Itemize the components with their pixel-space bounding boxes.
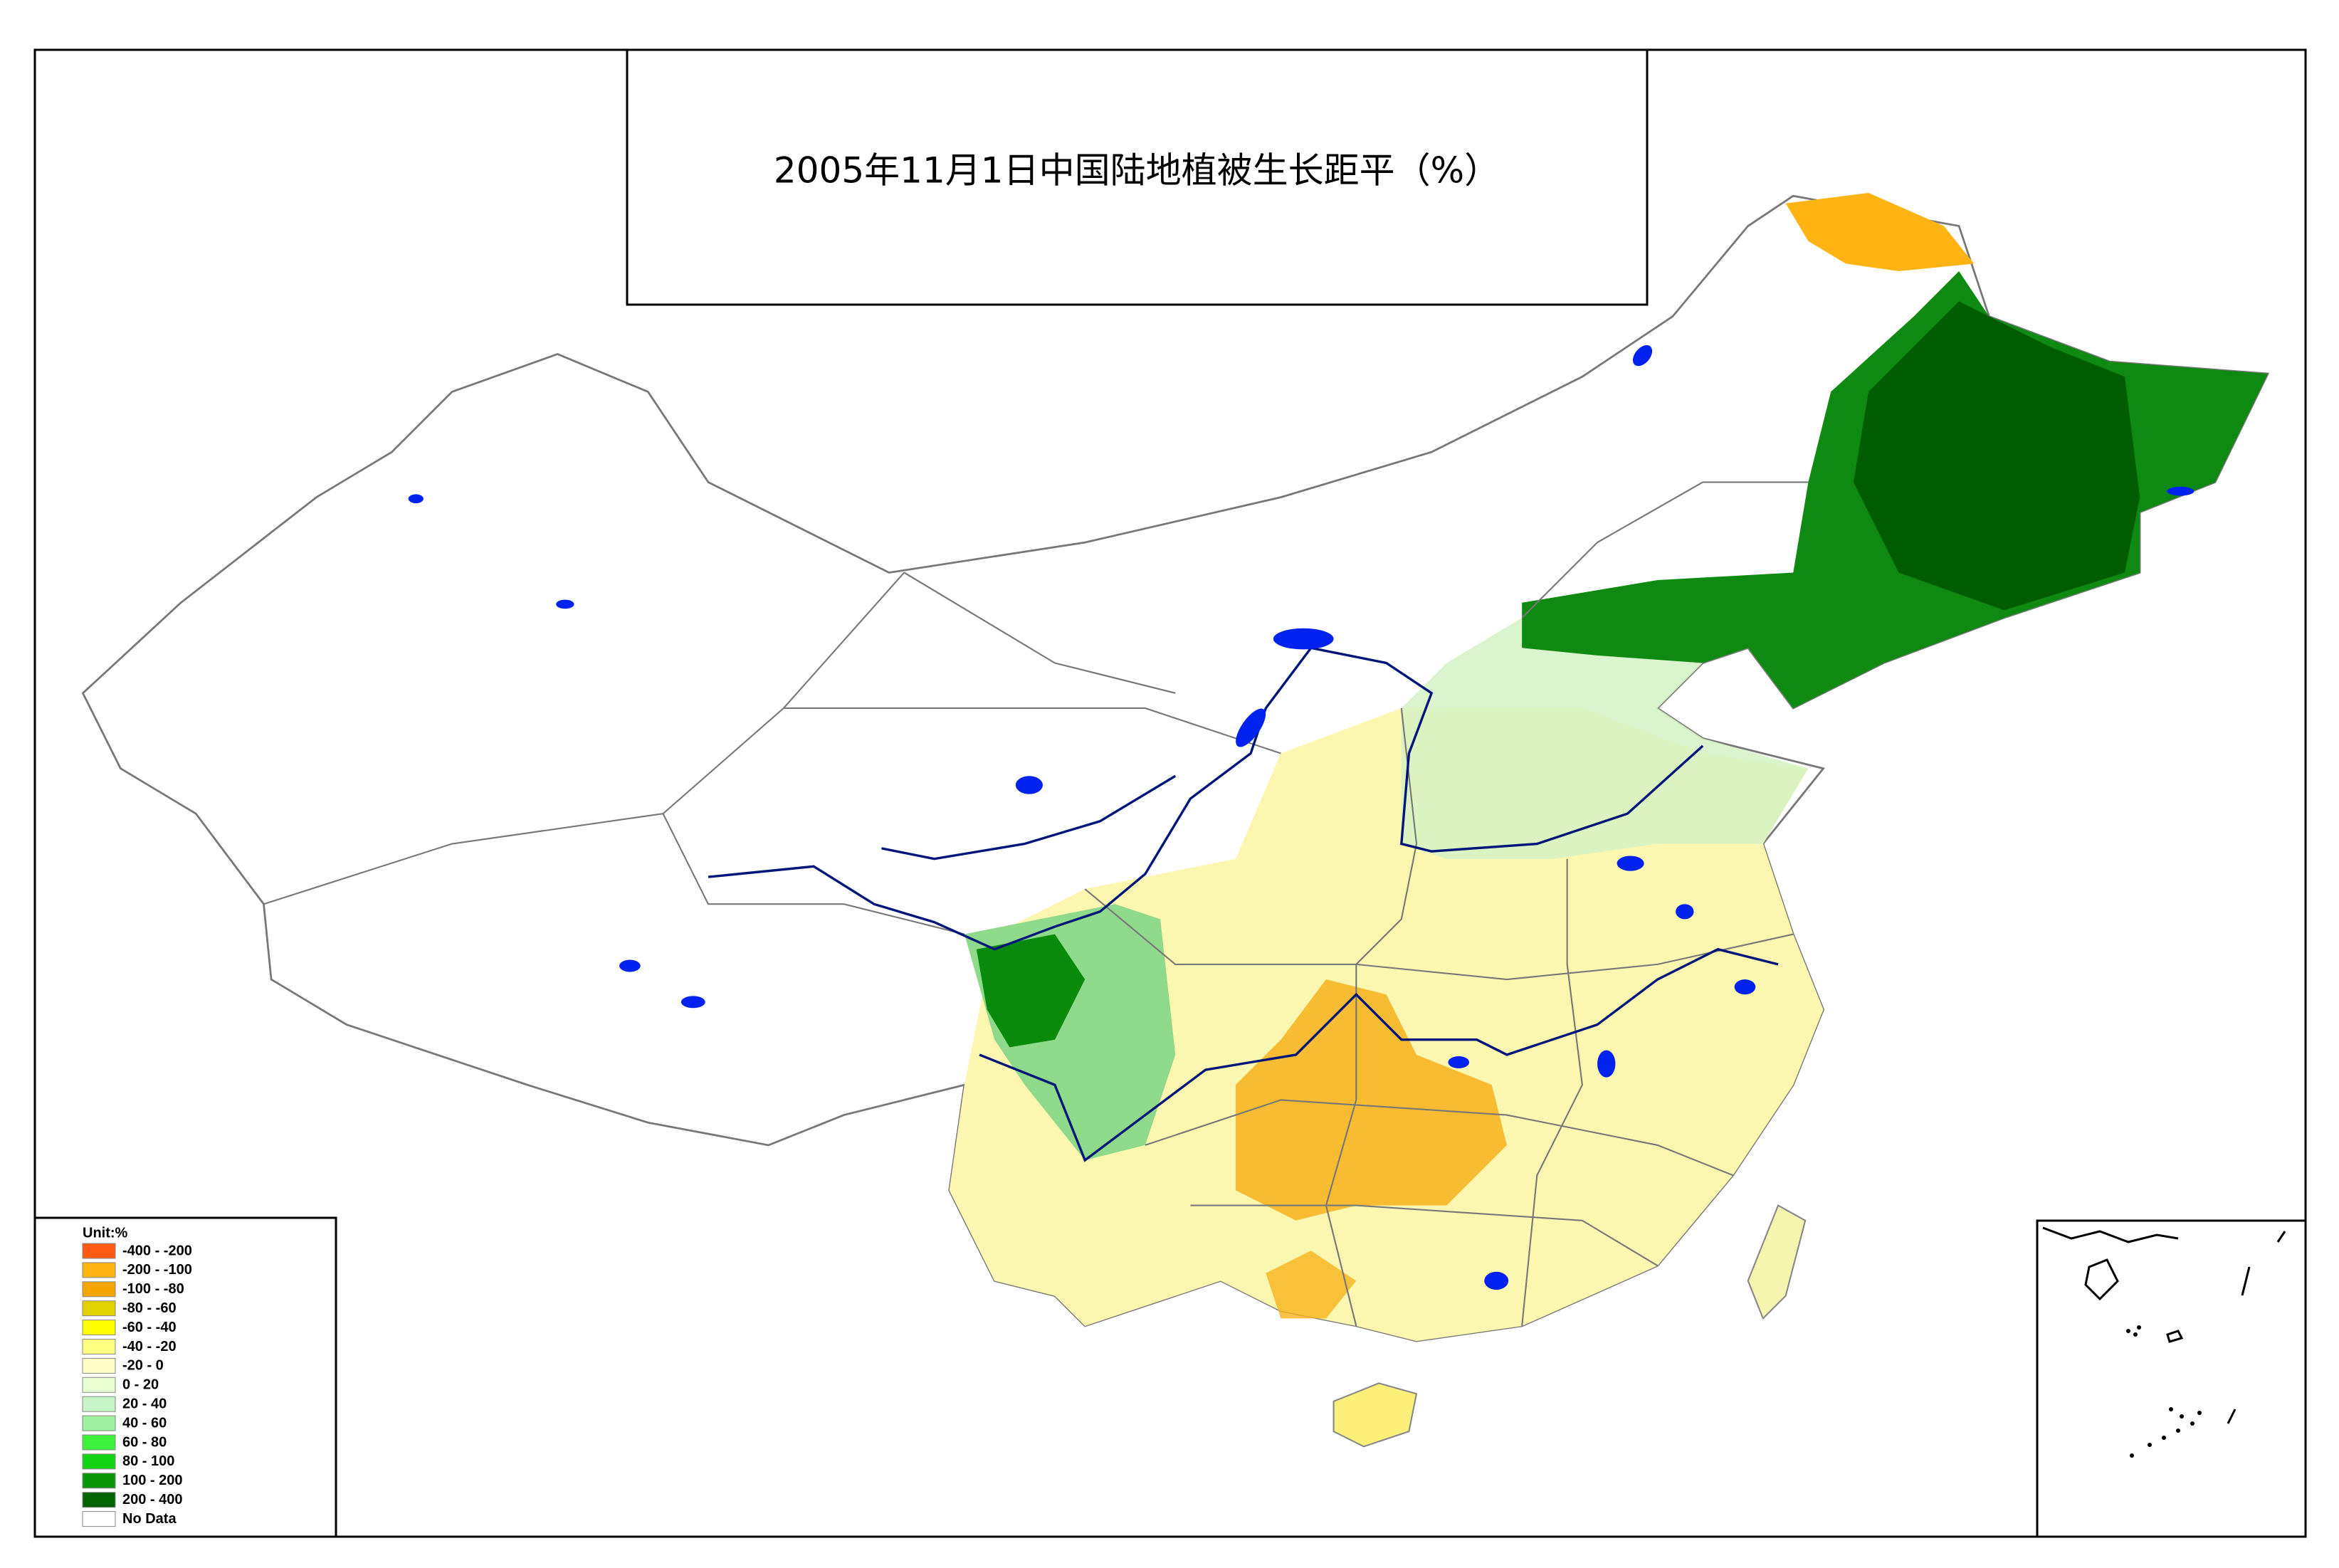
legend-swatch	[82, 1339, 116, 1354]
legend-label: -60 - -40	[122, 1320, 177, 1335]
legend-swatch	[82, 1281, 116, 1298]
legend-swatch	[82, 1243, 116, 1259]
legend-label: 80 - 100	[122, 1453, 174, 1469]
legend-label: 0 - 20	[122, 1377, 159, 1393]
legend-swatch	[82, 1377, 116, 1393]
legend-swatch	[82, 1453, 116, 1470]
heilongjiang-orange	[1785, 192, 1975, 272]
map	[81, 192, 2270, 1448]
legend-swatch	[82, 1262, 116, 1278]
province-borders	[263, 481, 1809, 1327]
legend-label: -80 - -60	[122, 1300, 177, 1316]
legend-swatch	[82, 1511, 116, 1527]
legend-swatch	[82, 1320, 116, 1336]
sichuan-dark-green	[976, 934, 1086, 1048]
legend-label: -40 - -20	[122, 1339, 177, 1354]
legend-swatch	[82, 1492, 116, 1508]
legend-title: Unit:%	[83, 1225, 128, 1241]
legend-label: -100 - -80	[122, 1281, 184, 1297]
legend-swatch	[82, 1473, 116, 1489]
legend-label: No Data	[122, 1511, 177, 1527]
legend-swatch	[82, 1415, 116, 1431]
map-title: 2005年11月1日中国陆地植被生长距平（%）	[774, 150, 1500, 191]
south-china-sea-inset	[2036, 1219, 2307, 1538]
legend-label: 20 - 40	[122, 1396, 167, 1411]
north-lightgreen-region	[1401, 602, 1809, 859]
taiwan	[1747, 1204, 1807, 1320]
legend: Unit:% -400 - -200 -200 - -100 -100 - -80 -…	[33, 1216, 337, 1538]
legend-swatch	[82, 1300, 116, 1317]
central-orange-region	[1235, 979, 1507, 1221]
guangxi-orange	[1266, 1251, 1357, 1319]
legend-label: -200 - -100	[122, 1262, 192, 1278]
legend-label: -400 - -200	[122, 1243, 192, 1258]
legend-label: 60 - 80	[122, 1434, 167, 1450]
legend-swatch	[82, 1434, 116, 1451]
legend-label: 40 - 60	[122, 1415, 167, 1431]
hainan	[1333, 1382, 1418, 1448]
legend-label: -20 - 0	[122, 1358, 164, 1374]
legend-label: 200 - 400	[122, 1492, 183, 1508]
legend-swatch	[82, 1357, 116, 1374]
northeast-dark-core	[1853, 301, 2140, 611]
legend-swatch	[82, 1396, 116, 1412]
lakes	[408, 344, 2195, 1290]
title-box	[626, 48, 1649, 306]
legend-label: 100 - 200	[122, 1473, 183, 1488]
